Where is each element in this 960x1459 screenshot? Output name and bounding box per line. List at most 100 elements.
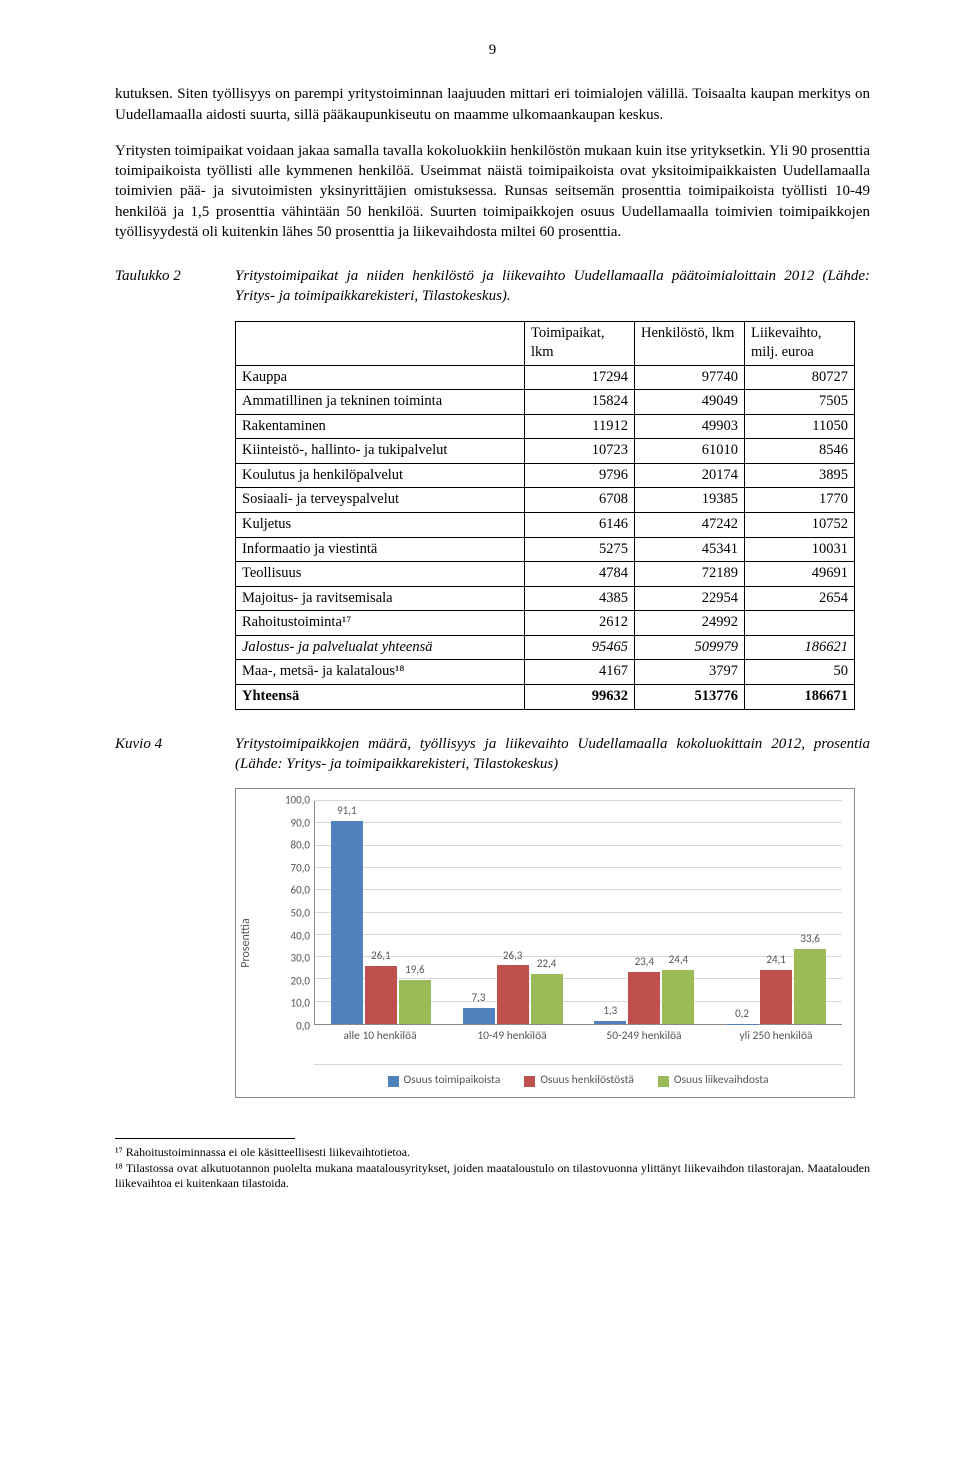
- footnote-18: ¹⁸ Tilastossa ovat alkutuotannon puolelt…: [115, 1161, 870, 1192]
- table-row: Sosiaali- ja terveyspalvelut670819385177…: [236, 488, 855, 513]
- row-value: 2612: [525, 611, 635, 636]
- row-label: Sosiaali- ja terveyspalvelut: [236, 488, 525, 513]
- row-label: Ammatillinen ja tekninen toiminta: [236, 390, 525, 415]
- row-value: 49903: [635, 414, 745, 439]
- bar-group: 1,323,424,4: [579, 801, 711, 1024]
- bar-value-label: 22,4: [537, 957, 556, 972]
- row-value: 2654: [745, 586, 855, 611]
- row-label: Kiinteistö-, hallinto- ja tukipalvelut: [236, 439, 525, 464]
- legend-swatch: [388, 1076, 399, 1087]
- row-value: 6146: [525, 513, 635, 538]
- y-tick: 100,0: [276, 794, 310, 809]
- row-value: 19385: [635, 488, 745, 513]
- bar: 22,4: [531, 974, 563, 1024]
- row-value: 186621: [745, 635, 855, 660]
- row-value: 10723: [525, 439, 635, 464]
- bar-group: 91,1 26,119,6: [315, 801, 447, 1024]
- y-tick: 50,0: [276, 907, 310, 922]
- table-row: Kiinteistö-, hallinto- ja tukipalvelut10…: [236, 439, 855, 464]
- footnote-17: ¹⁷ Rahoitustoiminnassa ei ole käsitteell…: [115, 1145, 870, 1161]
- row-label: Maa-, metsä- ja kalatalous¹⁸: [236, 660, 525, 685]
- legend-item: Osuus toimipaikoista: [388, 1073, 501, 1089]
- bar: 24,1: [760, 970, 792, 1024]
- legend-item: Osuus henkilöstöstä: [524, 1073, 633, 1089]
- row-value: 10752: [745, 513, 855, 538]
- row-value: 97740: [635, 365, 745, 390]
- bar-value-label: 7,3: [472, 991, 486, 1006]
- table-row: Rahoitustoiminta¹⁷261224992: [236, 611, 855, 636]
- bar-value-label: 91,1: [337, 804, 356, 819]
- x-tick: 10-49 henkilöä: [446, 1029, 578, 1047]
- bar: 19,6: [399, 980, 431, 1024]
- table-row: Informaatio ja viestintä52754534110031: [236, 537, 855, 562]
- table-caption-text: Yritystoimipaikat ja niiden henkilöstö j…: [235, 266, 870, 307]
- row-value: 186671: [745, 684, 855, 709]
- bar: 1,3: [594, 1021, 626, 1024]
- row-value: 10031: [745, 537, 855, 562]
- table-row: Majoitus- ja ravitsemisala4385229542654: [236, 586, 855, 611]
- legend-label: Osuus toimipaikoista: [404, 1073, 501, 1089]
- table-header: [236, 321, 525, 365]
- y-tick: 60,0: [276, 884, 310, 899]
- x-tick: 50-249 henkilöä: [578, 1029, 710, 1047]
- row-value: 11050: [745, 414, 855, 439]
- x-tick: alle 10 henkilöä: [314, 1029, 446, 1047]
- row-value: 95465: [525, 635, 635, 660]
- row-value: 45341: [635, 537, 745, 562]
- bar: 26,1: [365, 966, 397, 1024]
- y-tick: 10,0: [276, 997, 310, 1012]
- bar-value-label: 0,2: [735, 1007, 749, 1022]
- row-value: 47242: [635, 513, 745, 538]
- row-value: 3895: [745, 463, 855, 488]
- bar-value-label: 33,6: [800, 932, 819, 947]
- row-label: Teollisuus: [236, 562, 525, 587]
- y-tick: 0,0: [276, 1020, 310, 1035]
- bar: 33,6: [794, 949, 826, 1024]
- row-label: Koulutus ja henkilöpalvelut: [236, 463, 525, 488]
- row-value: 4167: [525, 660, 635, 685]
- row-value: 4385: [525, 586, 635, 611]
- row-label: Majoitus- ja ravitsemisala: [236, 586, 525, 611]
- figure-caption: Kuvio 4 Yritystoimipaikkojen määrä, työl…: [115, 734, 870, 775]
- row-value: 80727: [745, 365, 855, 390]
- bar-value-label: 24,4: [669, 953, 688, 968]
- data-table: Toimipaikat, lkmHenkilöstö, lkmLiikevaih…: [235, 321, 855, 710]
- row-value: 20174: [635, 463, 745, 488]
- y-tick: 70,0: [276, 861, 310, 876]
- legend-item: Osuus liikevaihdosta: [658, 1073, 769, 1089]
- bar-value-label: 1,3: [603, 1004, 617, 1019]
- table-row: Teollisuus47847218949691: [236, 562, 855, 587]
- bar-group: 0,224,133,6: [710, 801, 842, 1024]
- bar-group: 7,3 26,3 22,4: [447, 801, 579, 1024]
- row-value: 9796: [525, 463, 635, 488]
- y-tick: 30,0: [276, 952, 310, 967]
- table-row: Maa-, metsä- ja kalatalous¹⁸4167379750: [236, 660, 855, 685]
- row-label: Rahoitustoiminta¹⁷: [236, 611, 525, 636]
- row-value: 509979: [635, 635, 745, 660]
- table-caption-label: Taulukko 2: [115, 266, 235, 307]
- row-value: 513776: [635, 684, 745, 709]
- bar: 7,3: [463, 1008, 495, 1024]
- table-row: Kuljetus61464724210752: [236, 513, 855, 538]
- row-label: Jalostus- ja palvelualat yhteensä: [236, 635, 525, 660]
- table-header: Toimipaikat, lkm: [525, 321, 635, 365]
- row-value: 72189: [635, 562, 745, 587]
- row-value: 7505: [745, 390, 855, 415]
- row-value: 99632: [525, 684, 635, 709]
- bar: 23,4: [628, 972, 660, 1024]
- row-value: 61010: [635, 439, 745, 464]
- legend-label: Osuus liikevaihdosta: [674, 1073, 769, 1089]
- table-header: Henkilöstö, lkm: [635, 321, 745, 365]
- page-number: 9: [115, 40, 870, 60]
- row-value: 22954: [635, 586, 745, 611]
- y-tick: 80,0: [276, 839, 310, 854]
- legend-swatch: [658, 1076, 669, 1087]
- bar-value-label: 23,4: [635, 955, 654, 970]
- table-caption: Taulukko 2 Yritystoimipaikat ja niiden h…: [115, 266, 870, 307]
- footnote-separator: [115, 1138, 295, 1139]
- bar-value-label: 26,3: [503, 949, 522, 964]
- row-value: 4784: [525, 562, 635, 587]
- row-value: 15824: [525, 390, 635, 415]
- bar-value-label: 24,1: [766, 953, 785, 968]
- x-tick: yli 250 henkilöä: [710, 1029, 842, 1047]
